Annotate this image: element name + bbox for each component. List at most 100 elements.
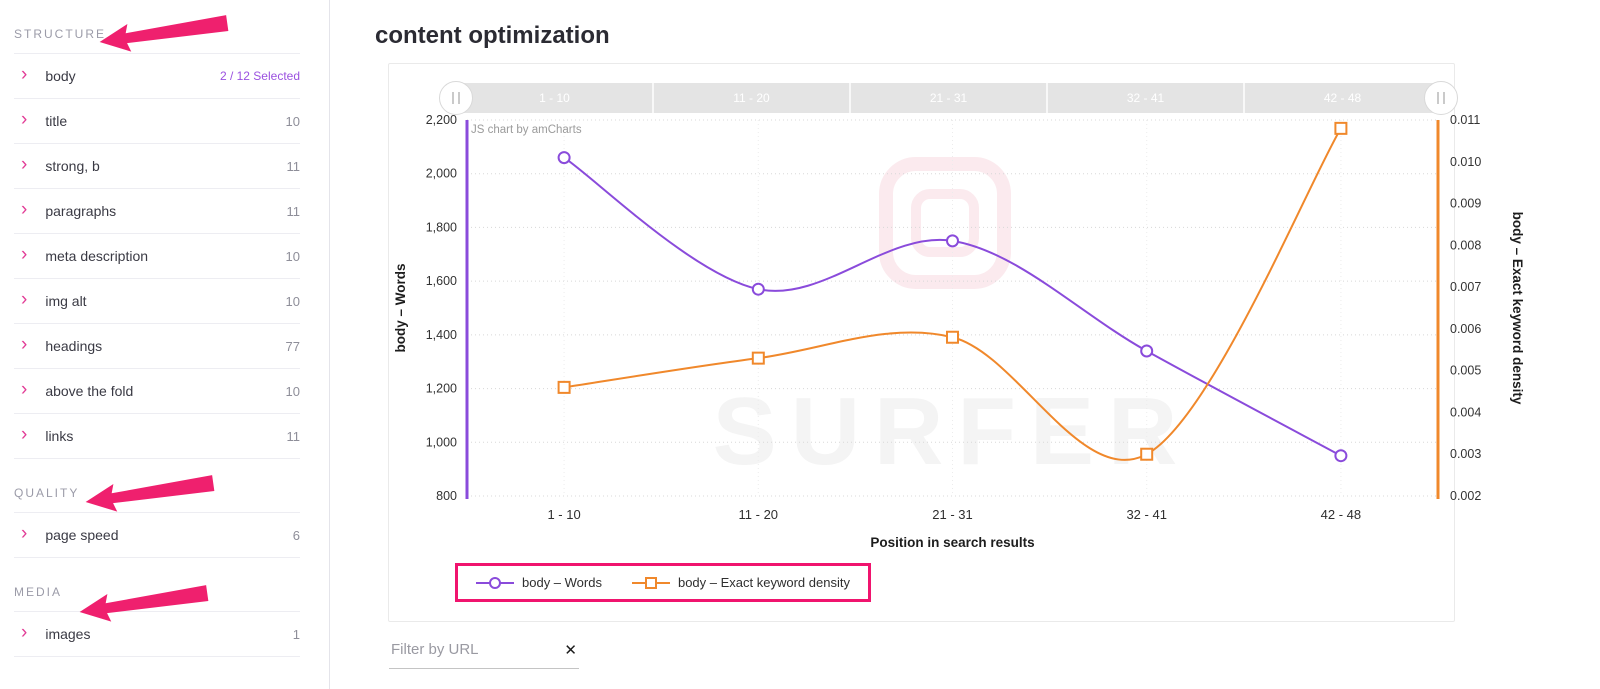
data-point-body-exact-keyword-density[interactable] — [751, 351, 765, 365]
clear-filter-icon[interactable]: ✕ — [564, 641, 577, 659]
filter-url-input[interactable] — [389, 640, 539, 659]
chevron-right-icon: › — [21, 199, 28, 220]
scrollbar-left-grip[interactable] — [439, 81, 473, 115]
scrollbar-category-label: 1 - 10 — [539, 91, 570, 105]
x-axis-tick: 32 - 41 — [1126, 507, 1166, 522]
legend-label: body – Words — [522, 575, 602, 590]
sidebar-item-label: strong, b — [45, 158, 100, 174]
sidebar-item-img-alt[interactable]: › img alt 10 — [14, 279, 300, 324]
data-point-body-words[interactable] — [751, 282, 765, 296]
series-line-body-exact-keyword-density — [563, 127, 1342, 461]
chevron-right-icon: › — [21, 244, 28, 265]
sidebar-item-above-the-fold[interactable]: › above the fold 10 — [14, 369, 300, 414]
x-axis-title: Position in search results — [870, 535, 1034, 550]
section-header-structure: STRUCTURE — [14, 27, 300, 54]
legend-item-body-exact-keyword-density[interactable]: body – Exact keyword density — [631, 575, 850, 590]
main-content: content optimization SURFER 1 - 10 11 - 20… — [330, 0, 1600, 689]
scrollbar-category-label: 21 - 31 — [930, 91, 968, 105]
filter-row: ✕ — [389, 640, 579, 669]
right-axis-tick: 0.002 — [1450, 489, 1481, 503]
data-point-body-exact-keyword-density[interactable] — [946, 330, 959, 344]
sidebar-item-label: headings — [45, 338, 103, 354]
chevron-right-icon: › — [21, 622, 28, 643]
x-axis-tick: 21 - 31 — [932, 507, 972, 522]
right-axis-tick: 0.010 — [1450, 155, 1481, 169]
data-point-body-exact-keyword-density[interactable] — [557, 380, 571, 394]
scrollbar-category-label: 32 - 41 — [1127, 91, 1165, 105]
left-axis-tick: 2,200 — [426, 113, 457, 127]
sidebar-item-links[interactable]: › links 11 — [14, 414, 300, 459]
chevron-right-icon: › — [21, 64, 28, 85]
sidebar-item-title[interactable]: › title 10 — [14, 99, 300, 144]
data-point-body-exact-keyword-density[interactable] — [1140, 447, 1154, 461]
sidebar-item-value: 10 — [285, 113, 300, 129]
chart-panel: SURFER 1 - 10 11 - 20 21 - 31 32 - 41 42 - 48… — [388, 63, 1525, 622]
sidebar-item-label: title — [45, 113, 68, 129]
chart-canvas[interactable]: SURFER 1 - 10 11 - 20 21 - 31 32 - 41 42 - 48… — [389, 64, 1525, 564]
chart-scrollbar-track[interactable] — [456, 83, 1441, 113]
right-axis-tick: 0.009 — [1450, 197, 1481, 211]
svg-text:SURFER: SURFER — [713, 378, 1192, 485]
legend-circle-marker-icon — [476, 576, 514, 589]
sidebar-item-headings[interactable]: › headings 77 — [14, 324, 300, 369]
sidebar-item-value: 11 — [286, 158, 301, 174]
chevron-right-icon: › — [21, 523, 28, 544]
sidebar-item-paragraphs[interactable]: › paragraphs 11 — [14, 189, 300, 234]
data-point-body-words[interactable] — [1334, 449, 1348, 463]
chevron-right-icon: › — [21, 379, 28, 400]
sidebar-item-value: 1 — [292, 626, 300, 642]
left-axis-tick: 1,800 — [426, 220, 457, 234]
sidebar-item-value: 11 — [286, 203, 301, 219]
scrollbar-category-label: 42 - 48 — [1324, 91, 1362, 105]
x-axis-tick: 42 - 48 — [1321, 507, 1361, 522]
scrollbar-right-grip[interactable] — [1424, 81, 1458, 115]
right-axis-tick: 0.004 — [1450, 405, 1481, 419]
sidebar: STRUCTURE › body 2 / 12 Selected › title 10 › st… — [0, 0, 330, 689]
sidebar-item-meta-description[interactable]: › meta description 10 — [14, 234, 300, 279]
sidebar-item-strong-b[interactable]: › strong, b 11 — [14, 144, 300, 189]
data-point-body-words[interactable] — [946, 234, 959, 248]
left-axis-tick: 800 — [436, 489, 457, 503]
amcharts-credit[interactable]: JS chart by amCharts — [471, 124, 582, 136]
sidebar-item-body[interactable]: › body 2 / 12 Selected — [14, 54, 300, 99]
right-axis-tick: 0.003 — [1450, 447, 1481, 461]
legend-square-marker-icon — [631, 576, 670, 589]
right-axis-tick: 0.008 — [1450, 238, 1481, 252]
watermark: SURFER — [713, 157, 1192, 485]
sidebar-item-label: links — [45, 428, 74, 444]
sidebar-item-value: 77 — [285, 338, 300, 354]
sidebar-item-value: 10 — [285, 383, 300, 399]
annotation-arrow-structure — [99, 15, 229, 52]
data-point-body-exact-keyword-density[interactable] — [1334, 121, 1348, 135]
data-point-body-words[interactable] — [557, 151, 571, 165]
right-axis-tick: 0.007 — [1450, 280, 1481, 294]
page-title: content optimization — [375, 22, 610, 49]
sidebar-item-value: 10 — [285, 293, 300, 309]
left-axis-tick: 1,400 — [426, 328, 457, 342]
data-point-body-words[interactable] — [1140, 344, 1154, 358]
chevron-right-icon: › — [21, 289, 28, 310]
sidebar-item-value: 11 — [286, 428, 301, 444]
right-axis-tick: 0.006 — [1450, 322, 1481, 336]
sidebar-item-images[interactable]: › images 1 — [14, 612, 300, 657]
sidebar-item-label: meta description — [45, 248, 149, 264]
sidebar-item-label: images — [45, 626, 91, 642]
annotation-arrow-media — [79, 585, 209, 622]
sidebar-item-value: 6 — [292, 527, 300, 543]
right-axis-tick: 0.011 — [1450, 113, 1480, 127]
sidebar-item-label: page speed — [45, 527, 119, 543]
scrollbar-category-label: 11 - 20 — [733, 91, 770, 105]
chevron-right-icon: › — [21, 334, 28, 355]
chevron-right-icon: › — [21, 154, 28, 175]
sidebar-item-page-speed[interactable]: › page speed 6 — [14, 513, 300, 558]
right-axis-tick: 0.005 — [1450, 364, 1481, 378]
section-header-quality: QUALITY — [14, 486, 300, 513]
sidebar-item-label: above the fold — [45, 383, 134, 399]
left-axis-tick: 2,000 — [426, 167, 457, 181]
legend-item-body-words[interactable]: body – Words — [476, 575, 602, 590]
chart-legend: body – Words body – Exact keyword density — [455, 563, 871, 602]
right-axis-title: body – Exact keyword density — [1510, 212, 1525, 405]
left-axis-title: body – Words — [393, 263, 408, 352]
left-axis-tick: 1,200 — [426, 382, 457, 396]
